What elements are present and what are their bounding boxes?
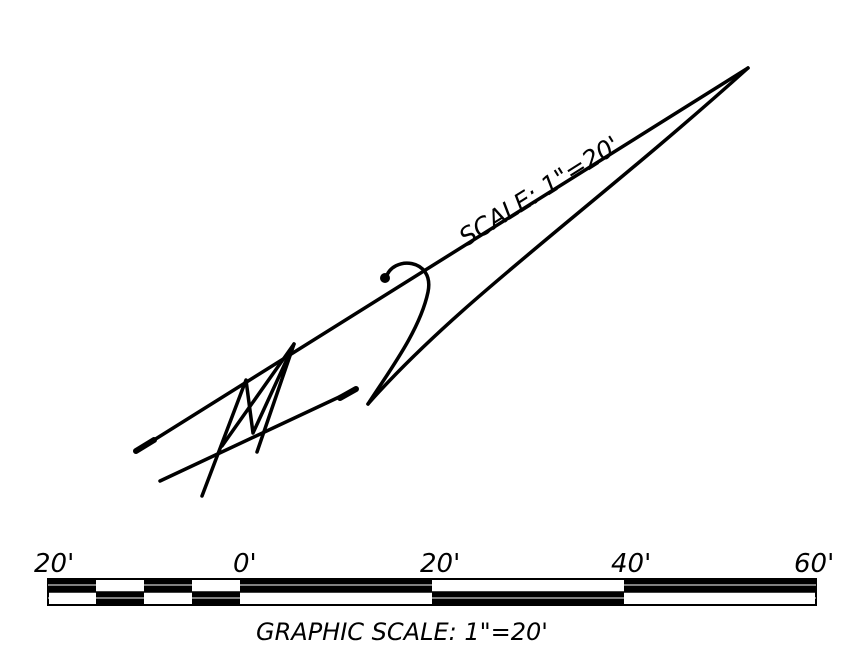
scale-tick-label: 40'	[611, 549, 651, 579]
scale-tick-label: 20'	[34, 549, 74, 579]
north-arrow-scale-text: SCALE: 1"=20'	[454, 130, 625, 252]
n-letter-diagonal	[220, 342, 296, 448]
graphic-scale-caption: GRAPHIC SCALE: 1"=20'	[256, 618, 548, 646]
arrow-head-curve	[366, 66, 750, 406]
arrow-end-dot	[380, 273, 390, 283]
arrow-tail-tick-left	[133, 437, 157, 454]
arrow-hook-curve	[366, 261, 431, 406]
scale-tick-label: 0'	[233, 549, 257, 579]
arrow-tail-tick-right	[337, 386, 359, 401]
scale-tick-label: 60'	[794, 549, 834, 579]
arrow-lower-shaft	[158, 389, 354, 483]
north-arrow	[136, 66, 750, 498]
graphic-scale: 20' 0' 20' 40' 60' GRAPHIC SCALE: 1"=20'	[34, 549, 834, 646]
scale-tick-label: 20'	[420, 549, 460, 579]
north-n-letter	[200, 342, 296, 498]
arrow-upper-shaft	[136, 66, 750, 452]
